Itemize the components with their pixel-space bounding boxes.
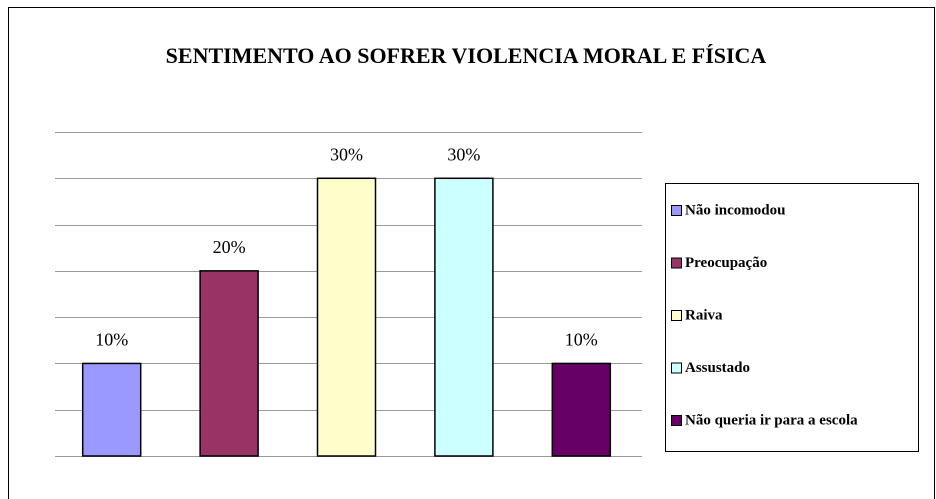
chart-title: SENTIMENTO AO SOFRER VIOLENCIA MORAL E F…	[166, 43, 767, 68]
bar	[199, 270, 259, 457]
legend-label: Não incomodou	[685, 202, 785, 218]
legend-label: Não queria ir para a escola	[685, 412, 858, 428]
legend-swatch	[671, 362, 682, 374]
data-label: 30%	[447, 144, 480, 164]
legend	[665, 183, 919, 452]
legend-swatch	[671, 310, 682, 321]
legend-label: Raiva	[685, 307, 723, 323]
legend-swatch	[671, 257, 682, 269]
legend-swatch	[671, 415, 682, 426]
bar	[434, 177, 494, 457]
legend-label: Preocupação	[685, 255, 767, 271]
data-label: 20%	[213, 237, 246, 257]
legend-swatch	[671, 205, 682, 216]
legend-label: Assustado	[685, 360, 750, 376]
bar	[316, 177, 377, 457]
bar	[81, 362, 142, 457]
bar	[551, 362, 612, 457]
data-label: 10%	[95, 330, 128, 350]
data-label: 10%	[565, 330, 598, 350]
data-label: 30%	[330, 144, 363, 164]
